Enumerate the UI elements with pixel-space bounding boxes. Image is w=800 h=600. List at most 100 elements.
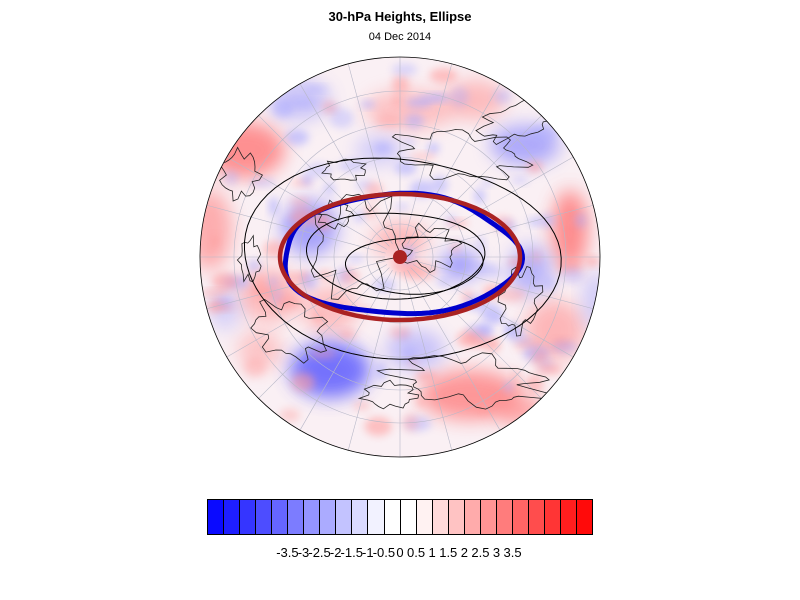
anomaly-speckle bbox=[426, 142, 440, 154]
anomaly-speckle bbox=[290, 99, 316, 108]
colorbar-tick-label: 1 bbox=[428, 545, 436, 560]
anomaly-speckle bbox=[394, 161, 417, 175]
meridian-line bbox=[226, 156, 388, 250]
anomaly-speckle bbox=[338, 330, 357, 340]
anomaly-speckle bbox=[405, 98, 434, 108]
anomaly-speckle bbox=[543, 275, 557, 292]
coastline-shape bbox=[357, 379, 420, 410]
anomaly-speckle bbox=[364, 416, 392, 436]
anomaly-speckle bbox=[409, 152, 437, 161]
anomaly-speckle bbox=[537, 363, 563, 375]
anomaly-speckle bbox=[393, 95, 402, 107]
height-contour bbox=[244, 157, 562, 360]
meridian-line bbox=[258, 267, 390, 399]
anomaly-speckle bbox=[211, 235, 220, 248]
colorbar-cell bbox=[544, 500, 562, 534]
anomaly-speckle bbox=[391, 63, 418, 76]
meridian-line bbox=[258, 115, 390, 247]
colorbar-cell bbox=[561, 500, 578, 534]
fitted-ellipse-red bbox=[277, 191, 523, 323]
colorbar-tick-labels: -3.5 -3 -2.5 -2 -1.5 -1 -0.5 0 0.5 1 1.5 2 2.5 3 3.5 bbox=[0, 545, 800, 561]
anomaly-speckle bbox=[415, 371, 438, 382]
colorbar-tick-label: -2.5 bbox=[308, 545, 331, 560]
colorbar-tick-label: -1.5 bbox=[340, 545, 363, 560]
colorbar-cell bbox=[512, 500, 529, 534]
anomaly-speckle bbox=[337, 159, 366, 172]
colorbar-cell bbox=[416, 500, 433, 534]
anomaly-speckle bbox=[475, 265, 503, 278]
anomaly-speckle bbox=[375, 361, 387, 381]
anomaly-speckle bbox=[329, 108, 354, 129]
anomaly-speckle bbox=[243, 357, 266, 378]
anomaly-speckle bbox=[480, 179, 494, 187]
anomaly-speckle bbox=[267, 276, 279, 288]
anomaly-speckle bbox=[564, 214, 577, 226]
colorbar-cell bbox=[528, 500, 545, 534]
colorbar-tick-label: 3.5 bbox=[503, 545, 522, 560]
anomaly-speckle bbox=[525, 374, 544, 394]
colorbar-cell bbox=[448, 500, 465, 534]
coastlines bbox=[218, 97, 567, 410]
anomaly-speckle bbox=[540, 213, 556, 228]
colorbar bbox=[207, 499, 593, 535]
colorbar-cell bbox=[208, 500, 225, 534]
colorbar-cell bbox=[496, 500, 513, 534]
vortex-centroid bbox=[393, 250, 407, 264]
coastline-shape bbox=[310, 193, 400, 300]
colorbar-cell bbox=[288, 500, 305, 534]
meridian-line bbox=[403, 271, 453, 451]
anomaly-speckle bbox=[247, 259, 261, 272]
anomaly-blob bbox=[495, 395, 545, 425]
coastline-shape bbox=[250, 298, 329, 364]
anomaly-speckle bbox=[353, 400, 371, 411]
chart-title: 30-hPa Heights, Ellipse bbox=[328, 9, 472, 24]
anomaly-speckle bbox=[291, 372, 315, 392]
colorbar-tick-label: -3 bbox=[297, 545, 310, 560]
colorbar-tick-label: 3 bbox=[492, 545, 501, 560]
anomaly-speckle bbox=[323, 182, 336, 195]
meridian-line bbox=[412, 156, 574, 250]
colorbar-tick-label: 2.5 bbox=[471, 545, 490, 560]
colorbar-tick-label: -1 bbox=[362, 545, 374, 560]
anomaly-speckle bbox=[375, 114, 402, 127]
anomaly-speckle bbox=[285, 129, 310, 146]
colorbar-cell bbox=[336, 500, 353, 534]
meridian-line bbox=[347, 271, 397, 451]
anomaly-speckle bbox=[224, 170, 239, 185]
anomaly-speckle bbox=[473, 404, 494, 415]
anomaly-speckle bbox=[340, 269, 360, 285]
colorbar-tick-label: -0.5 bbox=[372, 545, 396, 560]
anomaly-speckle bbox=[574, 212, 587, 229]
anomaly-speckle bbox=[272, 100, 294, 118]
graticule bbox=[200, 57, 600, 457]
colorbar-cell bbox=[240, 500, 257, 534]
anomaly-speckle bbox=[511, 369, 521, 384]
anomaly-speckle bbox=[301, 174, 313, 186]
meridian-line bbox=[407, 83, 501, 245]
coastline-shape bbox=[321, 158, 367, 181]
colorbar-cell bbox=[368, 500, 385, 534]
meridian-line bbox=[226, 264, 388, 358]
colorbar-tick-label: 1.5 bbox=[439, 545, 458, 560]
coastline-shape bbox=[400, 222, 463, 273]
anomaly-speckle bbox=[395, 203, 410, 210]
meridian-line bbox=[412, 264, 574, 358]
meridian-line bbox=[410, 267, 542, 399]
anomaly-speckle bbox=[504, 324, 525, 341]
colorbar-cell bbox=[304, 500, 321, 534]
colorbar-cell bbox=[256, 500, 273, 534]
anomaly-speckle bbox=[404, 138, 416, 146]
map-border bbox=[199, 56, 601, 458]
anomaly-speckle bbox=[477, 235, 486, 253]
coastline-shape bbox=[236, 234, 262, 283]
colorbar-cell bbox=[320, 500, 337, 534]
anomaly-speckle bbox=[211, 272, 239, 291]
anomaly-blob bbox=[200, 190, 232, 270]
anomaly-speckle bbox=[269, 197, 279, 217]
colorbar-cell bbox=[432, 500, 449, 534]
coastline-shape bbox=[218, 146, 263, 202]
meridian-line bbox=[403, 63, 453, 243]
anomaly-speckle bbox=[316, 215, 331, 232]
anomaly-speckle bbox=[213, 301, 223, 308]
